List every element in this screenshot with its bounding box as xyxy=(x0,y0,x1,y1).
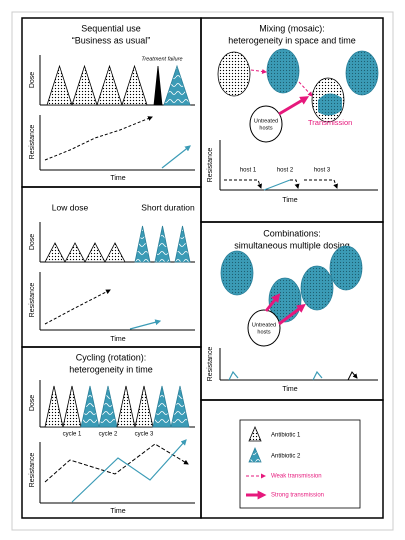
curve xyxy=(312,370,323,381)
panel-title: Combinations: xyxy=(263,228,321,238)
antibiotic-2-dose xyxy=(154,225,171,263)
label: Strong transmission xyxy=(271,493,324,499)
label: hosts xyxy=(259,125,272,131)
curve xyxy=(347,371,358,381)
label: Time xyxy=(110,175,125,182)
curve xyxy=(44,116,153,161)
resistance-curve xyxy=(161,145,191,169)
label: Dose xyxy=(29,395,36,411)
curve xyxy=(290,179,300,189)
antibiotic-1-dose xyxy=(121,64,148,106)
antibiotic-1-dose xyxy=(134,385,154,428)
curve xyxy=(224,179,262,189)
host xyxy=(268,277,302,323)
antibiotic-1-dose xyxy=(116,385,136,428)
label: Time xyxy=(282,197,297,204)
label: cycle 2 xyxy=(99,432,118,438)
label: Transmission xyxy=(308,118,352,127)
antibiotic-1-dose xyxy=(44,385,64,428)
host xyxy=(345,50,379,96)
strong-transmission xyxy=(278,303,306,326)
antibiotic-1-dose xyxy=(46,64,73,106)
untreated-host xyxy=(247,309,281,347)
label: Time xyxy=(110,336,125,343)
panel-subtitle: heterogeneity in space and time xyxy=(228,35,356,45)
panel-subtitle: “Business as usual” xyxy=(72,35,151,45)
host xyxy=(300,265,334,311)
host xyxy=(217,51,251,97)
antibiotic-2-dose xyxy=(170,385,190,428)
label: Untreated xyxy=(252,322,276,328)
antibiotic-2-dose xyxy=(152,385,172,428)
panel-title: Sequential use xyxy=(81,23,141,33)
label: Weak transmission xyxy=(271,474,322,480)
antibiotic-1-dose xyxy=(62,385,82,428)
label: host 1 xyxy=(240,168,257,174)
antibiotic-1-dose xyxy=(71,64,98,106)
curve xyxy=(228,370,239,381)
label: hosts xyxy=(257,329,270,335)
resistance-curve xyxy=(263,179,291,191)
panel-title: Mixing (mosaic): xyxy=(259,23,325,33)
antibiotic-2-dose xyxy=(248,446,262,463)
curve xyxy=(71,439,187,503)
antibiotic-2-dose xyxy=(80,385,100,428)
label: Time xyxy=(282,386,297,393)
host xyxy=(220,250,254,296)
antibiotic-1-dose xyxy=(64,242,86,263)
panel-title: Short duration xyxy=(141,202,195,212)
antibiotic-1-dose xyxy=(104,242,126,263)
label: Time xyxy=(110,508,125,515)
antibiotic-2-dose xyxy=(174,225,191,263)
weak-transmission xyxy=(250,68,267,74)
panel-subtitle: simultaneous multiple dosing xyxy=(234,240,350,250)
label: Antibiotic 2 xyxy=(271,454,301,460)
label: cycle 3 xyxy=(135,432,154,438)
curve xyxy=(304,179,338,189)
panel xyxy=(200,399,384,519)
curve xyxy=(44,289,111,325)
antibiotic-1-dose xyxy=(96,64,123,106)
label: host 2 xyxy=(277,168,294,174)
curve xyxy=(44,443,189,483)
antibiotic-1-dose xyxy=(248,425,262,442)
label: Dose xyxy=(29,234,36,250)
panel-title: Low dose xyxy=(52,202,89,212)
antibiotic-2-dose xyxy=(98,385,118,428)
antibiotic-1-dose xyxy=(84,242,106,263)
antibiotic-2-dose xyxy=(163,64,191,106)
label: cycle 1 xyxy=(63,432,82,438)
resistance-curve xyxy=(129,319,162,330)
strong-transmission xyxy=(278,96,310,116)
label: Resistance xyxy=(29,453,36,488)
label: Resistance xyxy=(207,148,214,183)
panel-title: Cycling (rotation): xyxy=(76,352,147,362)
panel-subtitle: heterogeneity in time xyxy=(69,364,153,374)
untreated-host xyxy=(249,105,283,143)
host xyxy=(329,245,363,291)
label: Resistance xyxy=(207,347,214,382)
treatment-failure-dose xyxy=(153,65,163,106)
label: Untreated xyxy=(254,118,278,124)
label: host 3 xyxy=(314,168,331,174)
weak-transmission xyxy=(298,81,313,97)
label: Dose xyxy=(29,72,36,88)
label: Resistance xyxy=(29,125,36,160)
strong-transmission xyxy=(264,293,281,312)
annotation: Treatment failure xyxy=(141,56,182,62)
antibiotic-1-dose xyxy=(44,242,66,263)
host xyxy=(266,48,300,94)
antibiotic-2-dose xyxy=(134,225,151,263)
label: Resistance xyxy=(29,283,36,318)
label: Antibiotic 1 xyxy=(271,433,301,439)
teal-patch xyxy=(318,93,342,116)
